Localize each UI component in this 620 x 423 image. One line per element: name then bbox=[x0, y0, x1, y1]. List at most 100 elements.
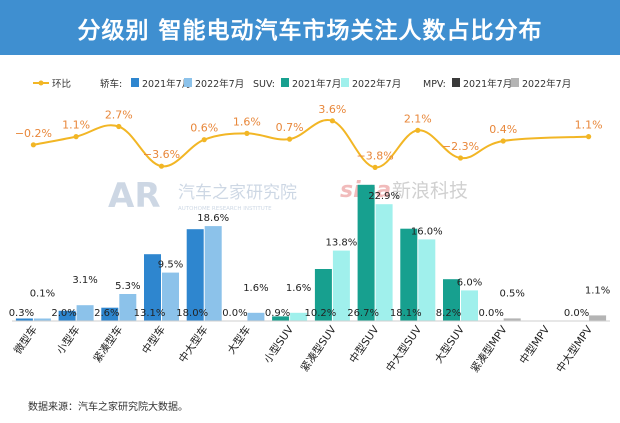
bar-10-1 bbox=[461, 290, 478, 321]
bar-label-6-0: 0.9% bbox=[265, 308, 290, 319]
bar-label-7-0: 10.2% bbox=[305, 308, 337, 319]
x-tick-label-10: 大型SUV bbox=[432, 323, 468, 366]
bar-2-1 bbox=[119, 294, 137, 321]
huanbi-label-5: 1.6% bbox=[233, 115, 261, 128]
bar-label-5-0: 0.0% bbox=[222, 308, 247, 319]
legend-mpv-2021-swatch bbox=[452, 78, 460, 87]
bar-13-1 bbox=[589, 315, 607, 321]
huanbi-point-8 bbox=[372, 164, 378, 170]
bar-7-0 bbox=[314, 269, 332, 321]
huanbi-label-6: 0.7% bbox=[276, 121, 304, 134]
bar-10-0 bbox=[443, 279, 460, 321]
legend-line-marker bbox=[38, 80, 44, 86]
legend-mpv-2022: 2022年7月 bbox=[522, 78, 571, 90]
bar-label-11-0: 0.0% bbox=[478, 308, 503, 319]
bar-4-0 bbox=[186, 229, 204, 321]
x-tick-label-3: 中型车 bbox=[139, 323, 168, 356]
x-tick-label-1: 小型车 bbox=[54, 323, 83, 356]
huanbi-point-3 bbox=[158, 163, 165, 169]
huanbi-label-4: 0.6% bbox=[190, 122, 218, 135]
legend-mpv-2022-swatch bbox=[511, 78, 519, 87]
bar-9-0 bbox=[400, 228, 418, 321]
autohome-watermark-cn: 汽车之家研究院 bbox=[178, 183, 297, 203]
huanbi-line-series: −0.2% 1.1% 2.7% −3.6% 0.6% 1.6% 0.7% 3.6% −3.8% 2… bbox=[15, 103, 603, 170]
huanbi-label-2: 2.7% bbox=[105, 109, 133, 122]
huanbi-label-10: −2.3% bbox=[442, 140, 479, 153]
x-tick-label-11: 紧凑型MPV bbox=[468, 323, 510, 375]
bar-label-3-0: 13.1% bbox=[134, 308, 166, 319]
autohome-watermark: AR 汽车之家研究院 AUTOHOME RESEARCH INSTITUTE bbox=[108, 176, 297, 216]
huanbi-point-4 bbox=[201, 137, 207, 143]
bar-label-8-1: 22.9% bbox=[368, 191, 400, 202]
bar-label-0-1: 0.1% bbox=[30, 289, 55, 300]
bar-5-1 bbox=[247, 312, 265, 321]
x-tick-label-8: 中型SUV bbox=[347, 323, 383, 366]
autohome-watermark-en: AUTOHOME RESEARCH INSTITUTE bbox=[178, 206, 272, 212]
data-source-note: 数据来源：汽车之家研究院大数据。 bbox=[28, 402, 188, 413]
huanbi-point-9 bbox=[415, 127, 421, 133]
bar-11-1 bbox=[503, 318, 521, 321]
bar-label-10-0: 8.2% bbox=[436, 308, 461, 319]
bar-1-1 bbox=[76, 305, 94, 321]
bar-label-6-1: 1.6% bbox=[286, 283, 311, 294]
legend-suv-2022: 2022年7月 bbox=[352, 78, 401, 90]
huanbi-label-0: −0.2% bbox=[15, 127, 52, 140]
legend-sedan-2022-swatch bbox=[184, 78, 192, 87]
bar-label-2-1: 5.3% bbox=[115, 281, 140, 292]
bar-0-1 bbox=[33, 318, 51, 321]
bar-label-4-1: 18.6% bbox=[197, 213, 229, 224]
bar-8-0 bbox=[357, 184, 375, 321]
bar-label-9-1: 16.0% bbox=[411, 226, 443, 237]
bar-label-5-1: 1.6% bbox=[243, 283, 268, 294]
x-axis-tick-labels: 微型车 小型车 紧凑型车 中型车 中大型车 大型车 小型SUV 紧凑型SUV 中型SUV 中大型S… bbox=[11, 323, 595, 375]
chart-title: 分级别 智能电动汽车市场关注人数占比分布 bbox=[0, 0, 620, 55]
huanbi-label-8: −3.8% bbox=[357, 149, 394, 162]
bar-label-11-1: 0.5% bbox=[499, 288, 524, 299]
legend-sedan-2022: 2022年7月 bbox=[195, 78, 244, 90]
x-tick-label-2: 紧凑型车 bbox=[91, 323, 126, 365]
bar-label-4-0: 18.0% bbox=[176, 308, 208, 319]
huanbi-point-0 bbox=[30, 142, 36, 148]
bar-1-0 bbox=[58, 310, 76, 321]
huanbi-label-3: −3.6% bbox=[143, 148, 180, 161]
bar-2-0 bbox=[101, 307, 119, 321]
bar-label-1-1: 3.1% bbox=[72, 275, 97, 286]
huanbi-label-7: 3.6% bbox=[318, 103, 346, 116]
legend-suv-2021-swatch bbox=[281, 78, 289, 87]
bar-0-0 bbox=[15, 318, 33, 321]
huanbi-point-13 bbox=[586, 134, 592, 140]
bar-label-13-0: 0.0% bbox=[564, 308, 589, 319]
legend-mpv-2021: 2021年7月 bbox=[463, 78, 512, 90]
bar-label-7-1: 13.8% bbox=[326, 238, 358, 249]
bar-4-1 bbox=[204, 226, 222, 321]
legend-suv-2021: 2021年7月 bbox=[292, 78, 341, 90]
x-tick-label-7: 紧凑型SUV bbox=[298, 323, 340, 375]
bar-label-9-0: 18.1% bbox=[390, 308, 422, 319]
legend-sedan-2021-swatch bbox=[131, 78, 139, 87]
x-tick-label-4: 中大型车 bbox=[176, 323, 211, 365]
legend-mpv-group: MPV: bbox=[423, 79, 446, 90]
bar-6-1 bbox=[290, 312, 308, 321]
bar-series-group bbox=[15, 184, 607, 321]
bar-label-3-1: 9.5% bbox=[158, 260, 183, 271]
bar-label-group: 0.3% 0.1% 2.0% 3.1% 2.6% 5.3% 13.1% 9.5% 18.0% 18… bbox=[9, 191, 611, 319]
x-tick-label-13: 中大型MPV bbox=[553, 323, 595, 375]
legend-huanbi: 环比 bbox=[52, 78, 71, 90]
bar-3-0 bbox=[144, 254, 161, 321]
x-tick-label-9: 中大型SUV bbox=[383, 323, 425, 375]
x-tick-label-6: 小型SUV bbox=[261, 323, 297, 366]
bar-label-10-1: 6.0% bbox=[457, 277, 482, 288]
bar-9-1 bbox=[418, 239, 436, 321]
huanbi-point-7 bbox=[329, 118, 335, 124]
bar-label-2-0: 2.6% bbox=[94, 308, 119, 319]
bar-3-1 bbox=[162, 272, 179, 321]
huanbi-label-13: 1.1% bbox=[575, 119, 603, 132]
huanbi-label-9: 2.1% bbox=[404, 112, 432, 125]
huanbi-point-11 bbox=[500, 138, 506, 144]
huanbi-point-10 bbox=[457, 155, 464, 161]
bar-label-13-1: 1.1% bbox=[585, 285, 610, 296]
bar-7-1 bbox=[332, 250, 350, 321]
bar-6-0 bbox=[272, 316, 290, 321]
